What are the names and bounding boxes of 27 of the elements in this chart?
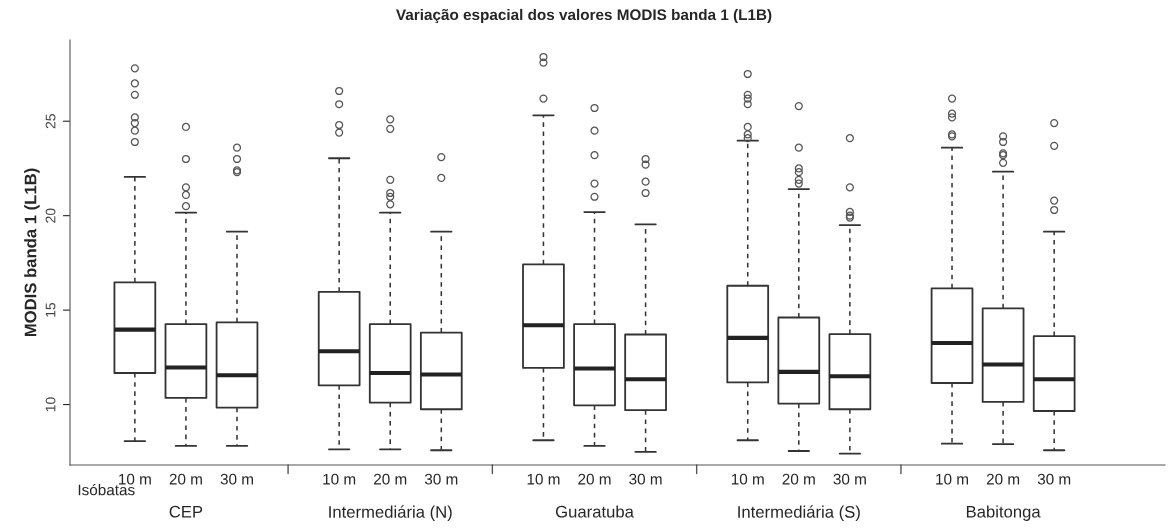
text: CEP [169,505,203,518]
chart-title: Variação espacial dos valores MODIS banda 1 (L1B) [396,8,772,24]
text: Guaratuba [555,505,634,518]
x-tick-label: 10 m [119,473,151,485]
x-tick-label: 30 m [833,473,866,485]
x-tick-label: 30 m [629,473,662,485]
x-tick-label: 20 m [169,473,202,485]
y-tick-label: 15 [45,302,56,317]
y-tick-label: 25 [45,114,56,129]
y-tick-label: 20 [45,208,56,223]
text: Intermediária (N) [329,505,452,522]
x-tick-label: 10 m [731,473,764,485]
x-tick-label: 10 m [323,473,356,485]
x-tick-label: 30 m [424,473,458,485]
x-tick-label: 20 m [782,473,815,485]
text: Intermediária (S) [738,505,860,522]
x-tick-label: 20 m [374,473,407,485]
y-axis-title: MODIS banda 1 (L1B) [24,168,40,337]
x-tick-label: 10 m [527,473,560,485]
y-tick-label: 10 [45,397,56,412]
x-tick-label: 30 m [1037,473,1071,485]
x-tick-label: 20 m [986,473,1020,485]
text: Babitonga [966,505,1041,521]
x-tick-label: 10 m [936,473,968,485]
x-tick-label: 20 m [578,473,611,485]
x-tick-label: 30 m [220,473,253,485]
x-axis-title: Isóbatas [78,483,135,496]
